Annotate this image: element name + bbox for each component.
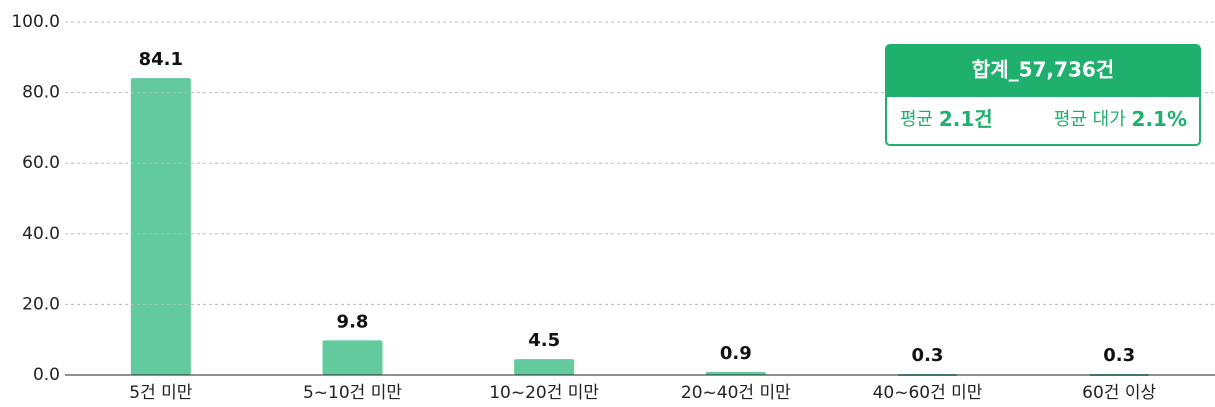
- x-tick-label: 10~20건 미만: [489, 383, 599, 403]
- summary-header: [886, 45, 1200, 97]
- x-tick-label: 5건 미만: [129, 383, 192, 403]
- summary-title: 합계_57,736건: [972, 58, 1114, 82]
- summary-value: 2.1%: [1132, 107, 1187, 131]
- y-tick-label: 100.0: [11, 12, 60, 32]
- y-tick-label: 80.0: [22, 83, 60, 103]
- summary-item: 평균 대가 2.1%: [1054, 107, 1187, 131]
- bar: [130, 78, 191, 375]
- value-label: 4.5: [528, 330, 560, 351]
- value-label: 9.8: [337, 311, 369, 332]
- value-label: 0.3: [1103, 345, 1135, 366]
- x-tick-label: 40~60건 미만: [873, 383, 983, 403]
- value-label: 84.1: [139, 49, 183, 70]
- bar: [514, 359, 575, 375]
- bar: [322, 340, 383, 375]
- value-label: 0.9: [720, 343, 752, 364]
- summary-label: 평균 대가: [1054, 109, 1126, 130]
- bar: [705, 371, 766, 375]
- x-tick-label: 20~40건 미만: [681, 383, 791, 403]
- y-tick-label: 20.0: [22, 294, 60, 314]
- summary-item: 평균 2.1건: [900, 107, 993, 131]
- y-tick-label: 0.0: [33, 365, 60, 385]
- x-tick-label: 5~10건 미만: [303, 383, 402, 403]
- y-tick-label: 40.0: [22, 224, 60, 244]
- y-tick-label: 60.0: [22, 153, 60, 173]
- value-label: 0.3: [912, 345, 944, 366]
- summary-label: 평균: [900, 109, 933, 130]
- x-tick-label: 60건 이상: [1082, 383, 1156, 403]
- summary-value: 2.1건: [939, 107, 993, 131]
